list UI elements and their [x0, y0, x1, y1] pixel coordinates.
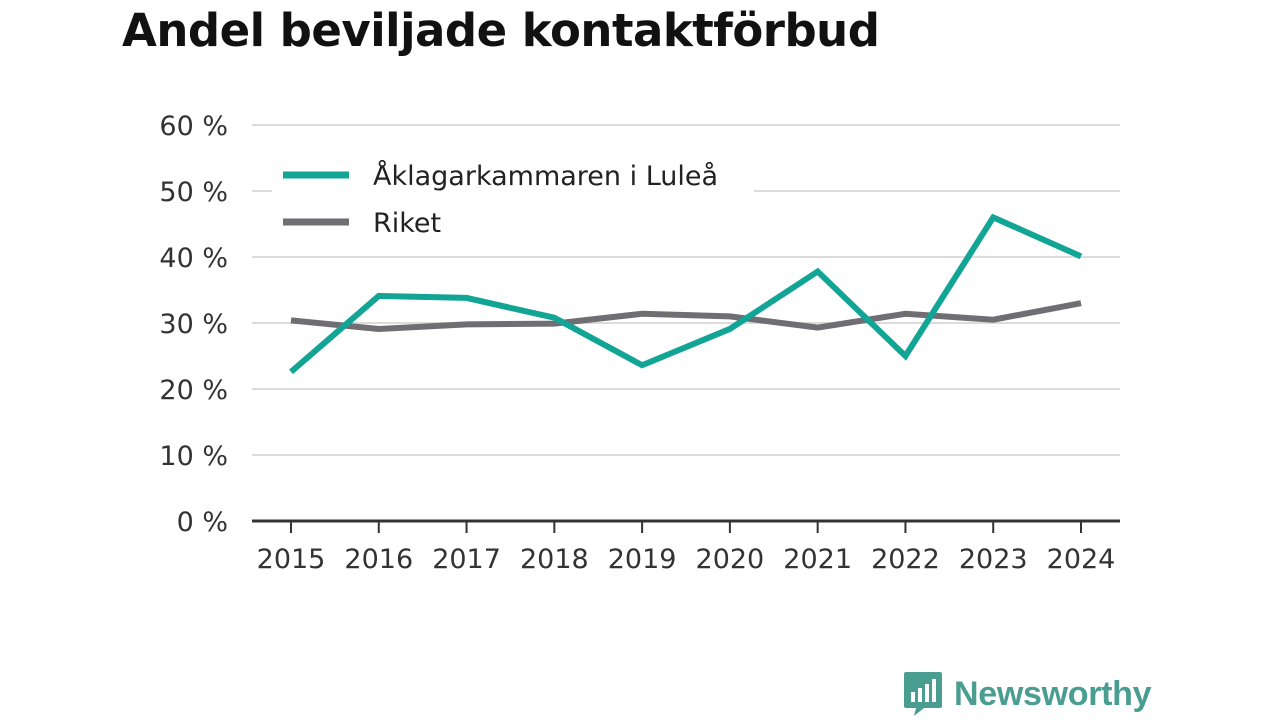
x-tick-label: 2016: [344, 544, 413, 575]
chart-title: Andel beviljade kontaktförbud: [122, 4, 880, 57]
y-axis-ticks: 0 % 10 % 20 % 30 % 40 % 50 % 60 %: [159, 111, 228, 538]
x-tick-label: 2022: [871, 544, 940, 575]
series-line-lulea: [289, 213, 1083, 375]
y-tick-label: 60 %: [159, 111, 228, 142]
y-tick-label: 50 %: [159, 177, 228, 208]
x-tick-label: 2017: [432, 544, 501, 575]
x-tick-label: 2015: [257, 544, 326, 575]
y-tick-label: 30 %: [159, 309, 228, 340]
x-tick-label: 2024: [1047, 544, 1116, 575]
gridlines: [252, 124, 1120, 456]
x-tick-label: 2019: [608, 544, 677, 575]
legend-background: [272, 154, 754, 242]
x-tick-label: 2018: [520, 544, 589, 575]
y-tick-label: 0 %: [177, 507, 228, 538]
legend-label-riket: Riket: [373, 208, 441, 239]
brand-logo: Newsworthy: [902, 670, 1152, 718]
series-line-riket: [290, 300, 1082, 332]
legend-label-luleå: Åklagarkammaren i Luleå: [373, 160, 718, 192]
x-tick-label: 2023: [959, 544, 1028, 575]
y-tick-label: 10 %: [159, 441, 228, 472]
y-tick-label: 40 %: [159, 243, 228, 274]
legend: Åklagarkammaren i Luleå Riket: [272, 154, 754, 242]
y-tick-label: 20 %: [159, 375, 228, 406]
brand-name: Newsworthy: [954, 674, 1152, 713]
newsworthy-logo-icon: [904, 672, 942, 716]
x-tick-label: 2020: [696, 544, 765, 575]
x-axis-ticks: 2015 2016 2017 2018 2019 2020 2021 2022 2023 2024: [257, 521, 1116, 575]
series-lines: [289, 213, 1083, 375]
x-tick-label: 2021: [783, 544, 852, 575]
